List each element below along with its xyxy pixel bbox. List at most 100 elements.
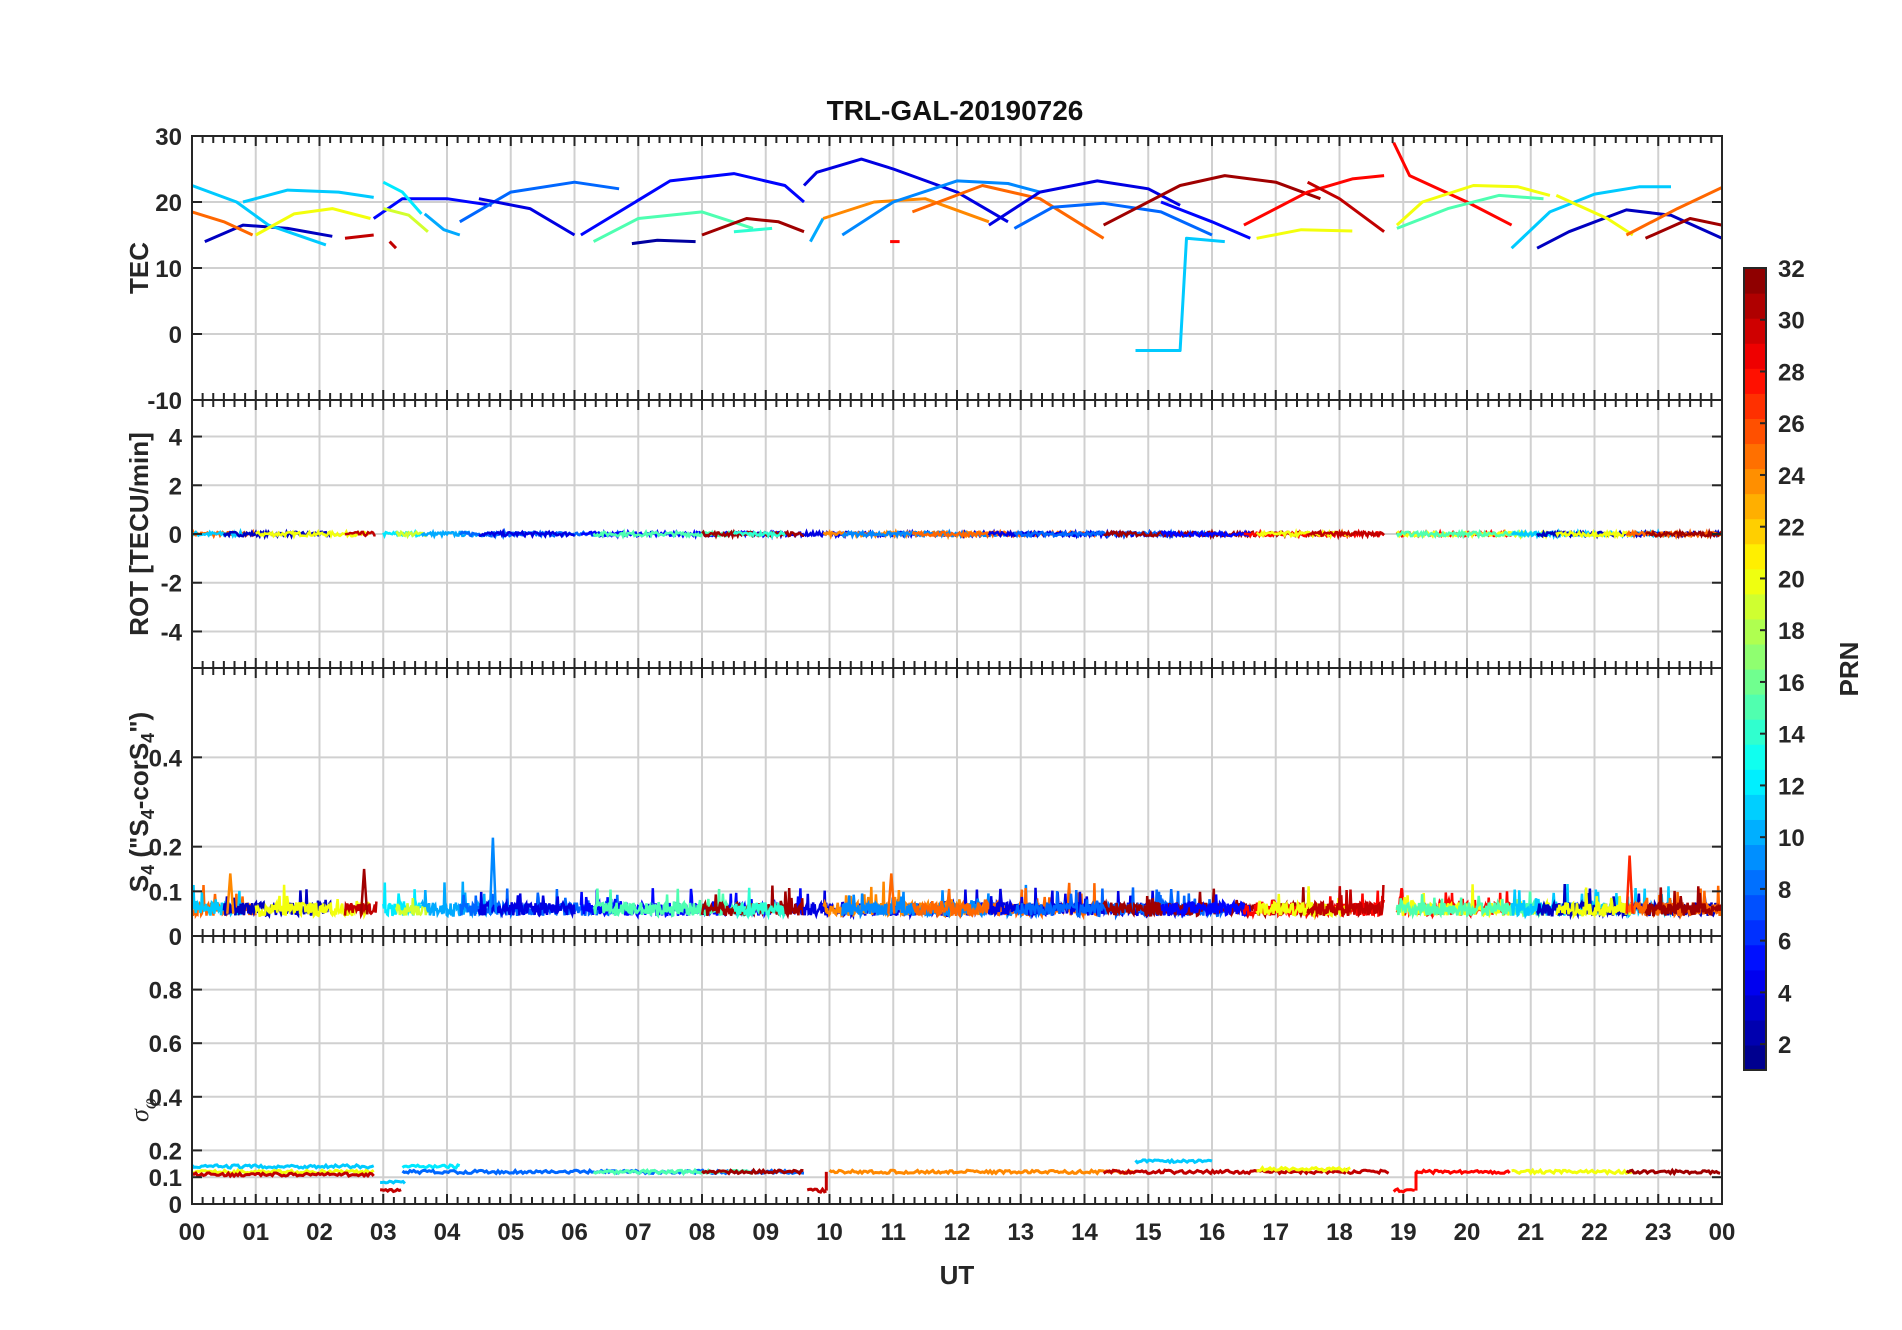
x-tick-label: 21 xyxy=(1517,1219,1544,1246)
panel-tec: -10 0 10 20 30 TEC xyxy=(124,124,1723,415)
x-tick-label: 12 xyxy=(944,1219,971,1246)
rot-series-prn-5 xyxy=(1160,529,1252,539)
x-tick-label: 11 xyxy=(881,1219,906,1246)
rot-series-prn-30 xyxy=(1306,528,1385,541)
x-tick-label: 16 xyxy=(1199,1219,1226,1246)
tec-series-prn-20 xyxy=(1256,228,1353,240)
sigma-series-prn-28 xyxy=(1392,1187,1415,1194)
colorbar-tick-label: 14 xyxy=(1778,722,1805,749)
tec-series-prn-3 xyxy=(204,223,333,243)
tec-series-prn-4 xyxy=(988,179,1181,227)
y-tick-label: 0.4 xyxy=(149,745,183,772)
colorbar-swatch xyxy=(1744,468,1766,495)
minor-ticks xyxy=(191,936,1723,1205)
tec-series-prn-15 xyxy=(1396,193,1544,230)
colorbar-tick-label: 12 xyxy=(1778,773,1805,800)
colorbar-swatch xyxy=(1744,669,1766,695)
y-tick-label: 0.1 xyxy=(149,879,182,906)
colorbar-swatch xyxy=(1744,493,1766,520)
colorbar-label: PRN xyxy=(1834,642,1864,697)
x-tick-label: 05 xyxy=(497,1219,524,1246)
panel-sigma: 00.10.2 0.4 0.6 0.8 σφ xyxy=(125,935,1723,1219)
colorbar-swatch xyxy=(1744,568,1766,595)
x-tick-label: 22 xyxy=(1581,1219,1608,1246)
tec-series-prn-10 xyxy=(423,212,461,237)
colorbar-swatch xyxy=(1744,418,1766,445)
y-tick-label: -2 xyxy=(161,571,182,598)
x-tick-label: 10 xyxy=(816,1219,843,1246)
tec-series-prn-4 xyxy=(478,197,576,237)
tec-series-prn-8 xyxy=(1013,201,1213,237)
y-tick-label: 0.1 xyxy=(149,1165,182,1192)
y-axis-label-sigma: σφ xyxy=(125,1098,161,1122)
minor-ticks xyxy=(191,400,1723,668)
colorbar-swatch xyxy=(1744,769,1766,795)
rot-series-prn-31 xyxy=(1644,528,1722,540)
colorbar-swatch xyxy=(1744,919,1766,946)
tec-series-prn-30 xyxy=(344,233,374,240)
colorbar-swatch xyxy=(1744,694,1766,720)
tec-series-prn-20 xyxy=(1555,194,1634,237)
x-axis-label: UT xyxy=(940,1260,975,1290)
rot-series-prn-14 xyxy=(732,529,787,540)
x-tick-label: 13 xyxy=(1007,1219,1034,1246)
colorbar-tick-label: 4 xyxy=(1778,980,1792,1007)
colorbar-swatch xyxy=(1744,1019,1766,1046)
sigma-series-prn-28 xyxy=(1414,1168,1511,1176)
tec-series-prn-15 xyxy=(592,210,754,243)
tec-series-prn-5 xyxy=(580,172,805,237)
colorbar-swatch xyxy=(1744,719,1766,745)
tec-series-prn-30 xyxy=(388,240,398,250)
colorbar-swatch xyxy=(1744,819,1766,846)
tec-series-prn-20 xyxy=(1395,184,1551,227)
tec-series-prn-28 xyxy=(1243,174,1385,227)
colorbar-swatch xyxy=(1744,393,1766,419)
s4-series-prn-20 xyxy=(1555,887,1634,920)
axes-frame xyxy=(191,935,1723,1205)
colorbar-frame xyxy=(1743,267,1767,1071)
y-tick-label: 2 xyxy=(169,473,182,500)
colorbar-swatch xyxy=(1744,268,1766,294)
s4-spike-prn-9 xyxy=(488,837,498,914)
colorbar-swatch xyxy=(1744,794,1766,820)
tec-series-prn-10 xyxy=(809,217,825,243)
tec-series-prn-11 xyxy=(1510,185,1671,250)
sigma-series-prn-20 xyxy=(1511,1167,1633,1176)
colorbar-tick-label: 32 xyxy=(1778,256,1805,283)
y-tick-label: 0 xyxy=(169,522,182,549)
colorbar-swatch xyxy=(1744,969,1766,996)
colorbar-swatch xyxy=(1744,994,1766,1021)
sigma-series-prn-30 xyxy=(806,1186,827,1194)
x-tick-label: 03 xyxy=(370,1219,397,1246)
sigma-series-prn-31 xyxy=(701,1167,804,1176)
x-tick-label: 17 xyxy=(1262,1219,1289,1246)
s4-spike-prn-31 xyxy=(359,868,369,914)
y-tick-label: 10 xyxy=(155,256,182,283)
s4-series-prn-30 xyxy=(1306,884,1385,918)
y-tick-label: 0.6 xyxy=(149,1031,182,1058)
y-tick-label: 0 xyxy=(169,1192,182,1219)
tec-series-prn-5 xyxy=(1160,200,1251,240)
colorbar-tick-label: 30 xyxy=(1778,308,1805,335)
x-tick-label: 08 xyxy=(689,1219,716,1246)
x-tick-label: 00 xyxy=(179,1219,206,1246)
tec-series-prn-3 xyxy=(1536,208,1722,250)
tec-series-prn-31 xyxy=(701,217,805,237)
colorbar-tick-label: 2 xyxy=(1778,1032,1791,1059)
x-tick-label: 23 xyxy=(1645,1219,1672,1246)
sigma-series-prn-30 xyxy=(1102,1167,1390,1176)
grid-lines xyxy=(192,668,1722,936)
y-tick-label: -10 xyxy=(147,388,182,415)
tec-series-prn-20 xyxy=(255,207,371,237)
sigma-series-prn-31 xyxy=(1625,1167,1721,1177)
minor-ticks xyxy=(191,135,1723,401)
tec-series-prn-25 xyxy=(1625,186,1722,237)
s4-spike-prn-25 xyxy=(887,873,896,914)
colorbar-swatch xyxy=(1744,368,1766,394)
x-tick-label: 15 xyxy=(1135,1219,1162,1246)
x-tick-label: 02 xyxy=(306,1219,333,1246)
tec-series-prn-14 xyxy=(733,226,773,234)
y-tick-label: 20 xyxy=(155,190,182,217)
